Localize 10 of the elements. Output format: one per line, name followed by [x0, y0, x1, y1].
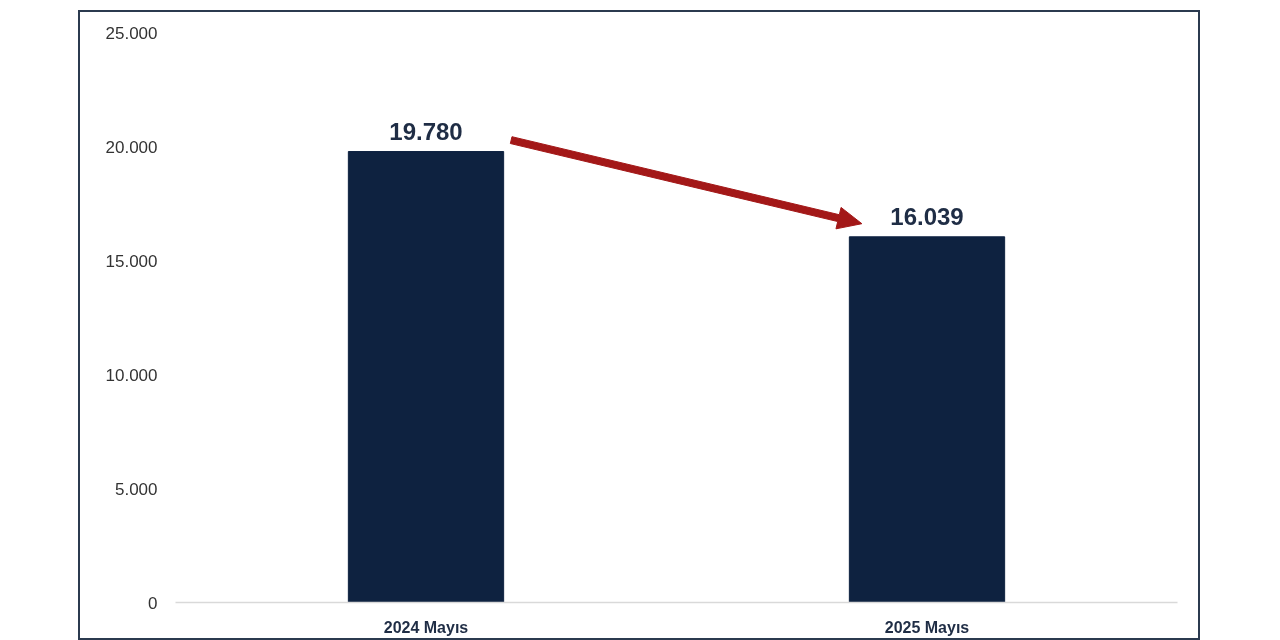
y-tick-label: 20.000: [105, 137, 158, 157]
y-tick-label: 10.000: [105, 365, 158, 385]
y-tick-label: 15.000: [105, 251, 158, 271]
data-label: 19.780: [389, 117, 463, 145]
x-tick-label: 2025 Mayıs: [884, 618, 970, 636]
y-tick-label: 25.000: [105, 23, 158, 43]
y-tick-label: 5.000: [114, 479, 158, 499]
data-label: 16.039: [890, 202, 964, 230]
y-tick-label: 0: [148, 593, 158, 613]
x-tick-label: 2024 Mayıs: [383, 618, 469, 636]
